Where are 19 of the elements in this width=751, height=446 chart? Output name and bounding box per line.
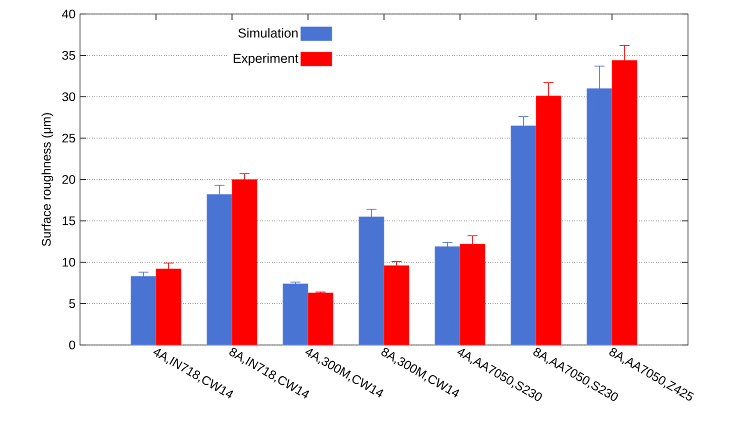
y-tick-label: 10 <box>62 258 76 267</box>
bar <box>308 292 334 346</box>
y-axis-title: Surface roughness (μm) <box>42 113 54 246</box>
y-tick-label: 40 <box>62 10 76 18</box>
legend-label: Simulation <box>238 28 298 38</box>
legend-label: Experiment <box>234 53 298 66</box>
y-tick-label: 0 <box>69 340 76 350</box>
y-tick-label: 15 <box>62 216 76 226</box>
y-tick-label: 35 <box>62 50 76 60</box>
y-tick-label: 20 <box>62 175 76 184</box>
bar <box>130 276 156 346</box>
y-tick-label: 30 <box>62 92 76 102</box>
y-tick-label: 5 <box>69 299 76 308</box>
bar <box>510 126 536 346</box>
bar <box>434 246 460 346</box>
bar <box>384 265 410 346</box>
y-tick-label: 25 <box>62 134 76 143</box>
bar <box>358 216 384 346</box>
bar <box>282 284 308 346</box>
